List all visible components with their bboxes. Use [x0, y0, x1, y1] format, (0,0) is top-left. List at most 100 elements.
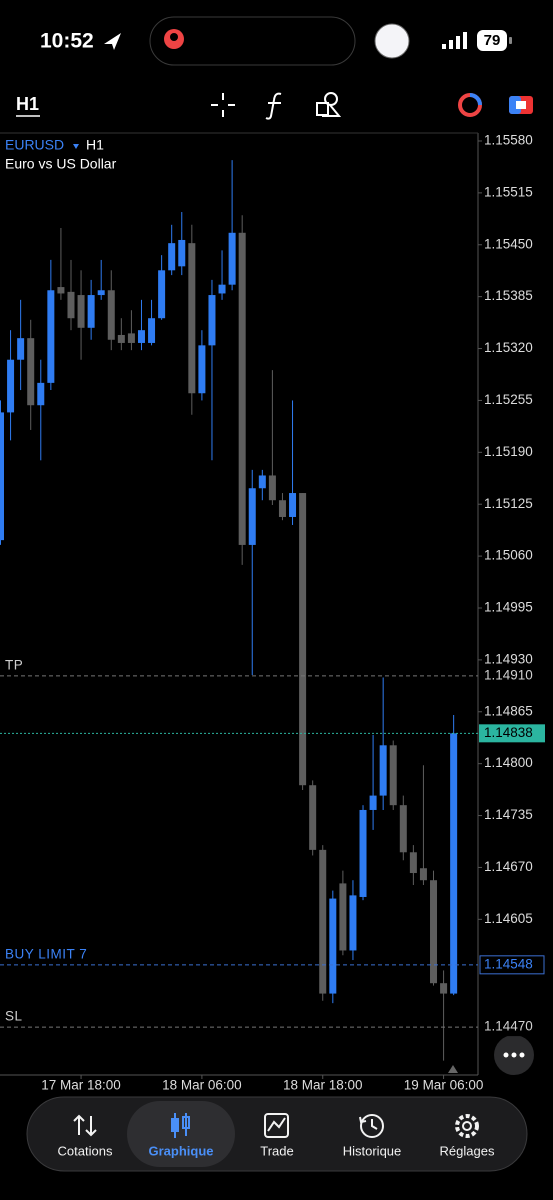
y-tick-label: 1.14800	[484, 755, 533, 770]
one-click-button[interactable]	[509, 96, 533, 114]
candle-body	[178, 239, 186, 267]
level-price: 1.14838	[484, 725, 533, 740]
cotations-icon	[73, 1114, 97, 1137]
candle-body	[409, 852, 417, 874]
candle-body	[359, 809, 367, 897]
y-tick-label: 1.15515	[484, 184, 533, 199]
tab-label[interactable]: Graphique	[148, 1143, 213, 1158]
y-tick-label: 1.15255	[484, 392, 533, 407]
candle-body	[198, 345, 206, 394]
level-price: 1.14910	[484, 667, 533, 682]
battery-level: 79	[484, 32, 501, 49]
x-tick-label: 19 Mar 06:00	[404, 1078, 484, 1093]
graphique-icon	[171, 1113, 190, 1138]
x-tick-label: 18 Mar 06:00	[162, 1078, 242, 1093]
y-tick-label: 1.15450	[484, 236, 533, 251]
level-price: 1.14548	[484, 956, 533, 971]
trade-button[interactable]	[458, 93, 482, 117]
location-icon	[104, 33, 121, 50]
price-box	[479, 955, 545, 975]
y-tick-label: 1.15580	[484, 133, 533, 148]
crosshair-button[interactable]	[211, 93, 235, 117]
candle-body	[158, 270, 166, 319]
dynamic-island	[149, 16, 356, 66]
candle-body	[168, 243, 176, 271]
historique-icon	[359, 1114, 384, 1138]
chart-end-marker	[448, 1065, 458, 1073]
candle-body	[450, 733, 458, 994]
candles	[0, 160, 458, 1061]
candle-body	[37, 382, 45, 406]
candle-body	[248, 488, 256, 545]
candle-body	[399, 805, 407, 853]
avatar[interactable]	[374, 23, 410, 59]
candle-body	[319, 849, 327, 994]
candle-body	[389, 745, 397, 806]
level-name: SL	[5, 1009, 23, 1024]
clock: 10:52	[40, 30, 94, 53]
price-box	[479, 724, 545, 743]
candle-body	[27, 338, 35, 406]
candle-body	[419, 868, 427, 881]
tab-label[interactable]: Trade	[260, 1143, 293, 1158]
tab-label[interactable]: Réglages	[440, 1143, 495, 1158]
candle-body	[258, 475, 266, 489]
tab-bar	[26, 1096, 528, 1172]
y-tick-label: 1.14995	[484, 600, 533, 615]
candle-body	[0, 412, 4, 541]
candle-body	[228, 232, 236, 285]
tab-label[interactable]: Cotations	[58, 1143, 113, 1158]
x-tick-label: 18 Mar 18:00	[283, 1078, 363, 1093]
candle-body	[208, 295, 216, 346]
candle-body	[67, 291, 75, 319]
y-tick-label: 1.15320	[484, 340, 533, 355]
symbol-description: Euro vs US Dollar	[5, 156, 117, 172]
battery	[477, 30, 507, 51]
candle-body	[379, 745, 387, 796]
candle-body	[47, 290, 55, 383]
candle-body	[299, 493, 307, 786]
objects-button[interactable]	[316, 92, 342, 117]
y-tick-label: 1.14605	[484, 911, 533, 926]
y-tick-label: 1.15385	[484, 288, 533, 303]
y-tick-label: 1.15125	[484, 496, 533, 511]
timeframe-button[interactable]: H1	[16, 94, 39, 114]
level-name: TP	[5, 657, 23, 672]
y-tick-label: 1.14930	[484, 651, 533, 666]
tab-highlight	[127, 1101, 235, 1167]
candle-body	[77, 295, 85, 328]
candle-body	[148, 318, 156, 343]
candle-body	[309, 785, 317, 850]
candle-body	[97, 290, 105, 296]
candle-body	[17, 338, 25, 360]
price-box	[479, 666, 545, 685]
candle-body	[349, 895, 357, 951]
candle-body	[268, 475, 276, 501]
candle-body	[57, 287, 65, 294]
candle-body	[339, 883, 347, 951]
reglages-icon	[455, 1114, 479, 1138]
candle-body	[440, 983, 448, 994]
level-name: BUY LIMIT 7	[5, 946, 87, 961]
symbol-dropdown[interactable]	[73, 144, 79, 149]
trade-icon	[264, 1113, 289, 1138]
symbol[interactable]: EURUSD	[5, 137, 64, 153]
candle-body	[127, 333, 135, 343]
candle-body	[329, 898, 337, 994]
candle-body	[238, 232, 246, 545]
indicators-button[interactable]	[265, 92, 282, 120]
candle-body	[218, 284, 226, 294]
candle-body	[87, 295, 95, 328]
candle-body	[289, 493, 297, 517]
y-tick-label: 1.14865	[484, 703, 533, 718]
price-box	[479, 1018, 545, 1037]
chart-timeframe: H1	[86, 137, 104, 153]
level-price: 1.14470	[484, 1019, 533, 1034]
tab-label[interactable]: Historique	[343, 1143, 402, 1158]
signal	[442, 44, 446, 49]
y-tick-label: 1.15060	[484, 548, 533, 563]
candle-body	[7, 359, 15, 413]
candle-body	[278, 500, 286, 517]
